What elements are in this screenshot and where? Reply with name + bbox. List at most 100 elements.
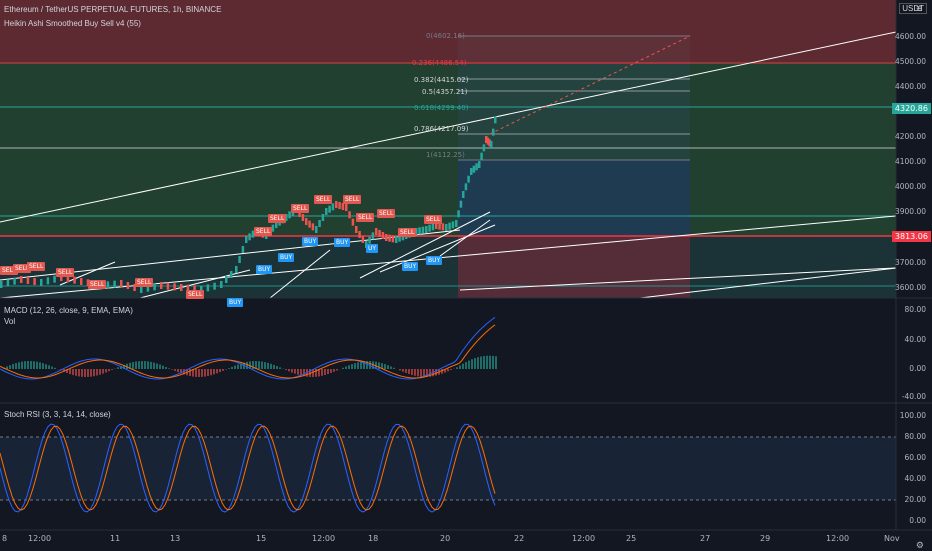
macd-histogram-bar xyxy=(345,367,347,369)
macd-histogram-bar xyxy=(102,369,104,374)
macd-histogram-bar xyxy=(87,369,89,377)
buy-signal-label: BUY xyxy=(256,265,272,274)
macd-histogram-bar xyxy=(234,366,236,369)
macd-histogram-bar xyxy=(330,369,332,373)
fib-level-label: 1(4112.25) xyxy=(426,151,465,159)
candle xyxy=(475,163,478,170)
candle xyxy=(33,278,36,285)
stoch-tick: 40.00 xyxy=(905,474,926,483)
macd-histogram-bar xyxy=(222,369,224,371)
candle xyxy=(372,232,375,239)
macd-histogram-bar xyxy=(189,369,191,376)
macd-histogram-bar xyxy=(84,369,86,377)
candle xyxy=(13,278,16,285)
level-price-tag: 3813.06 xyxy=(892,231,931,242)
candle xyxy=(225,276,228,283)
time-tick: 29 xyxy=(760,534,770,543)
macd-histogram-bar xyxy=(132,362,134,369)
indicator-title[interactable]: Heikin Ashi Smoothed Buy Sell v4 (55) xyxy=(4,19,141,28)
candle xyxy=(338,202,341,209)
sell-signal-label: SELL xyxy=(343,195,361,204)
candle xyxy=(392,235,395,242)
candle xyxy=(352,219,355,226)
candle xyxy=(113,281,116,288)
candle xyxy=(180,284,183,291)
price-tick: 4000.00 xyxy=(895,182,926,191)
candle xyxy=(47,277,50,284)
stoch-title[interactable]: Stoch RSI (3, 3, 14, 14, close) xyxy=(4,410,111,419)
macd-histogram-bar xyxy=(225,369,227,370)
macd-histogram-bar xyxy=(447,369,449,371)
macd-histogram-bar xyxy=(486,356,488,369)
candle xyxy=(345,204,348,211)
macd-histogram-bar xyxy=(195,369,197,377)
macd-histogram-bar xyxy=(54,368,56,369)
currency-label[interactable]: USDT xyxy=(899,3,927,14)
candle xyxy=(470,168,473,175)
time-tick: 12:00 xyxy=(826,534,849,543)
sell-signal-label: SELL xyxy=(356,213,374,222)
candle xyxy=(322,214,325,221)
macd-histogram-bar xyxy=(96,369,98,376)
vol-title[interactable]: Vol xyxy=(4,317,15,326)
candle xyxy=(425,226,428,233)
macd-histogram-bar xyxy=(135,361,137,369)
candle xyxy=(348,211,351,218)
gear-icon[interactable]: ⚙ xyxy=(916,540,924,551)
macd-title[interactable]: MACD (12, 26, close, 9, EMA, EMA) xyxy=(4,306,133,315)
macd-histogram-bar xyxy=(354,363,356,369)
macd-histogram-bar xyxy=(75,369,77,376)
macd-histogram-bar xyxy=(291,369,293,373)
price-tick: 4100.00 xyxy=(895,157,926,166)
macd-histogram-bar xyxy=(348,365,350,369)
candle xyxy=(335,201,338,208)
macd-histogram-bar xyxy=(450,369,452,370)
fib-level-label: 0.236(4486.54) xyxy=(412,59,466,67)
macd-histogram-bar xyxy=(111,369,113,370)
macd-histogram-bar xyxy=(411,369,413,375)
candle xyxy=(492,129,495,136)
candle xyxy=(272,225,275,232)
candle xyxy=(173,283,176,290)
macd-histogram-bar xyxy=(159,365,161,369)
candle xyxy=(248,233,251,240)
current-price-tag: 4320.86 xyxy=(892,103,931,114)
macd-histogram-bar xyxy=(462,364,464,369)
candle xyxy=(368,237,371,244)
macd-histogram-bar xyxy=(39,362,41,369)
time-tick: 20 xyxy=(440,534,450,543)
menu-icon[interactable]: ≡ xyxy=(916,4,922,15)
fib-level-label: 0.618(4299.40) xyxy=(414,104,468,112)
macd-histogram-bar xyxy=(357,362,359,369)
macd-histogram-bar xyxy=(405,369,407,373)
macd-histogram-bar xyxy=(72,369,74,375)
macd-histogram-bar xyxy=(117,367,119,369)
macd-histogram-bar xyxy=(402,369,404,372)
macd-histogram-bar xyxy=(174,369,176,371)
time-tick: 12:00 xyxy=(28,534,51,543)
candle xyxy=(395,236,398,243)
macd-histogram-bar xyxy=(324,369,326,375)
buy-signal-label: BUY xyxy=(402,262,418,271)
macd-histogram-bar xyxy=(231,367,233,369)
macd-histogram-bar xyxy=(12,364,14,369)
macd-histogram-bar xyxy=(420,369,422,377)
candle xyxy=(20,276,23,283)
candle xyxy=(27,277,30,284)
time-tick: 22 xyxy=(514,534,524,543)
price-tick: 3600.00 xyxy=(895,283,926,292)
macd-histogram-bar xyxy=(147,361,149,369)
macd-histogram-bar xyxy=(198,369,200,377)
macd-histogram-bar xyxy=(267,363,269,369)
price-tick: 4600.00 xyxy=(895,32,926,41)
candle xyxy=(457,210,460,217)
macd-histogram-bar xyxy=(276,366,278,369)
buy-signal-label: BUY xyxy=(334,238,350,247)
macd-histogram-bar xyxy=(465,362,467,369)
candle xyxy=(378,230,381,237)
candle xyxy=(452,221,455,228)
macd-histogram-bar xyxy=(69,369,71,374)
macd-histogram-bar xyxy=(78,369,80,376)
price-tick: 4200.00 xyxy=(895,132,926,141)
time-tick: Nov xyxy=(884,534,900,543)
